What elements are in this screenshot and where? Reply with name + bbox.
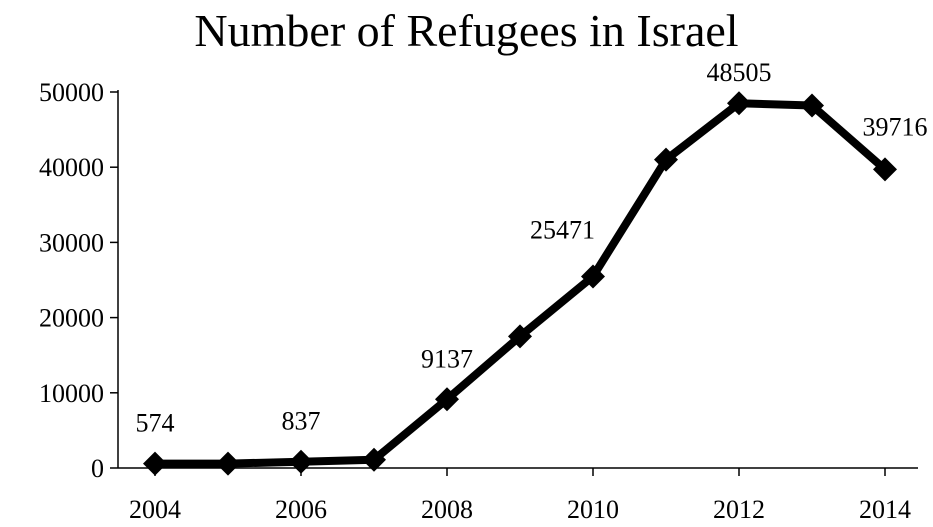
data-label: 39716: [863, 112, 928, 141]
x-tick-label: 2008: [421, 495, 473, 524]
data-point-marker: [654, 147, 678, 172]
data-point-marker: [362, 447, 386, 472]
series-line: [151, 99, 889, 468]
x-tick-label: 2006: [275, 495, 327, 524]
data-label: 25471: [530, 215, 595, 244]
data-point-marker: [289, 449, 313, 474]
data-point-marker: [216, 451, 240, 476]
y-tick-label: 20000: [39, 304, 104, 333]
data-label: 48505: [707, 58, 772, 87]
x-tick-label: 2014: [859, 495, 911, 524]
y-tick-label: 50000: [39, 78, 104, 107]
data-point-marker: [727, 91, 751, 116]
y-tick-label: 10000: [39, 379, 104, 408]
data-point-marker: [143, 451, 167, 476]
y-tick-label: 40000: [39, 153, 104, 182]
data-label: 9137: [421, 344, 473, 373]
data-point-marker: [581, 264, 605, 289]
y-tick-label: 30000: [39, 228, 104, 257]
x-tick-label: 2012: [713, 495, 765, 524]
data-label: 837: [282, 407, 321, 436]
data-point-marker: [873, 157, 897, 182]
chart-title: Number of Refugees in Israel: [194, 5, 739, 56]
data-label: 574: [136, 409, 175, 438]
data-point-marker: [800, 93, 824, 118]
data-point-marker: [508, 324, 532, 349]
y-tick-label: 0: [91, 454, 104, 483]
data-point-marker: [435, 387, 459, 412]
x-tick-label: 2004: [129, 495, 181, 524]
x-tick-label: 2010: [567, 495, 619, 524]
